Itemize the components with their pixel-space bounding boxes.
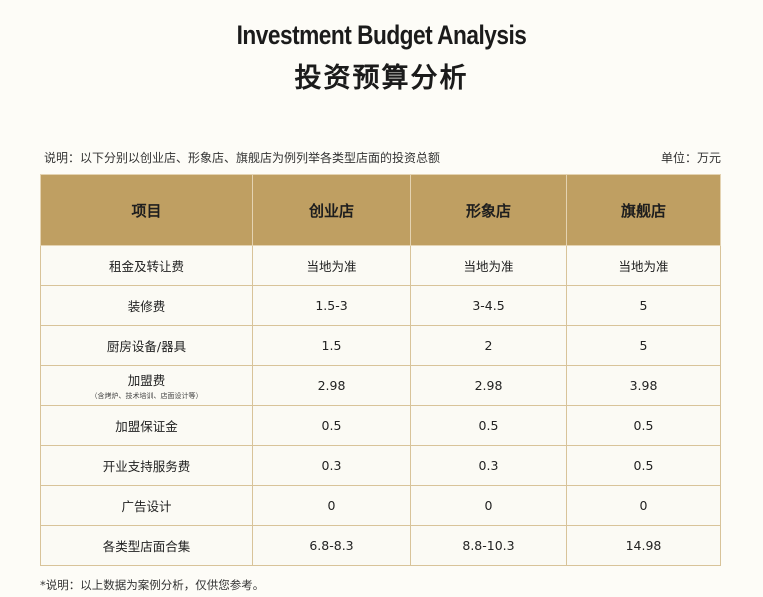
value-cell: 当地为准 [566,245,721,286]
value-cell: 1.5-3 [252,285,411,326]
value-cell: 当地为准 [410,245,567,286]
unit-label: 单位：万元 [660,151,721,165]
value-cell: 0.3 [410,445,567,486]
table-row: 开业支持服务费 0.3 0.3 0.5 [40,445,721,486]
row-item-label: 租金及转让费 [108,259,184,274]
row-item-label: 加盟费 [127,373,166,388]
value-cell: 6.8-8.3 [252,525,411,566]
row-item-label: 开业支持服务费 [102,459,191,474]
table-body: 租金及转让费 当地为准 当地为准 当地为准 装修费 1.5-3 3-4.5 5 厨房设备/器具 1… [40,245,721,566]
table-header-row: 项目 创业店 形象店 旗舰店 [40,174,721,246]
value-cell: 3-4.5 [410,285,567,326]
title-english: Investment Budget Analysis [236,20,527,50]
value-cell: 0.3 [252,445,411,486]
title-chinese: 投资预算分析 [294,63,469,94]
value-cell: 0 [410,485,567,526]
value-cell: 0 [252,485,411,526]
row-item-label: 广告设计 [121,499,172,514]
value-cell: 0.5 [566,405,721,446]
table-row: 厨房设备/器具 1.5 2 5 [40,325,721,366]
row-item-cell: 开业支持服务费 [40,445,253,486]
value-cell: 2.98 [252,365,411,406]
value-cell: 2 [410,325,567,366]
investment-table: 项目 创业店 形象店 旗舰店 租金及转让费 当地为准 当地为准 当地为准 装修费 1.5-… [40,174,721,566]
header-item: 项目 [40,174,253,246]
row-item-cell: 厨房设备/器具 [40,325,253,366]
value-cell: 5 [566,325,721,366]
row-item-label: 加盟保证金 [115,419,178,434]
row-item-cell: 加盟费 （含烤炉、技术培训、店面设计等） [40,365,253,406]
row-item-cell: 租金及转让费 [40,245,253,286]
row-item-cell: 装修费 [40,285,253,326]
table-row: 各类型店面合集 6.8-8.3 8.8-10.3 14.98 [40,525,721,566]
value-cell: 当地为准 [252,245,411,286]
table-row: 加盟保证金 0.5 0.5 0.5 [40,405,721,446]
row-item-sublabel: （含烤炉、技术培训、店面设计等） [90,392,203,400]
row-item-cell: 广告设计 [40,485,253,526]
value-cell: 0.5 [252,405,411,446]
table-row: 装修费 1.5-3 3-4.5 5 [40,285,721,326]
value-cell: 0.5 [566,445,721,486]
header-startup-store: 创业店 [252,174,411,246]
value-cell: 14.98 [566,525,721,566]
value-cell: 5 [566,285,721,326]
row-item-cell: 加盟保证金 [40,405,253,446]
table-row: 租金及转让费 当地为准 当地为准 当地为准 [40,245,721,286]
footnote: *说明：以上数据为案例分析，仅供您参考。 [40,578,265,592]
value-cell: 0.5 [410,405,567,446]
value-cell: 1.5 [252,325,411,366]
row-item-label: 装修费 [127,299,166,314]
row-item-label: 各类型店面合集 [102,539,191,554]
row-item-cell: 各类型店面合集 [40,525,253,566]
table-row: 广告设计 0 0 0 [40,485,721,526]
header-flagship-store: 旗舰店 [566,174,721,246]
table-row: 加盟费 （含烤炉、技术培训、店面设计等） 2.98 2.98 3.98 [40,365,721,406]
value-cell: 8.8-10.3 [410,525,567,566]
value-cell: 0 [566,485,721,526]
description-note: 说明：以下分别以创业店、形象店、旗舰店为例列举各类型店面的投资总额 [44,151,441,165]
value-cell: 2.98 [410,365,567,406]
row-item-label: 厨房设备/器具 [106,339,187,354]
value-cell: 3.98 [566,365,721,406]
header-image-store: 形象店 [410,174,567,246]
